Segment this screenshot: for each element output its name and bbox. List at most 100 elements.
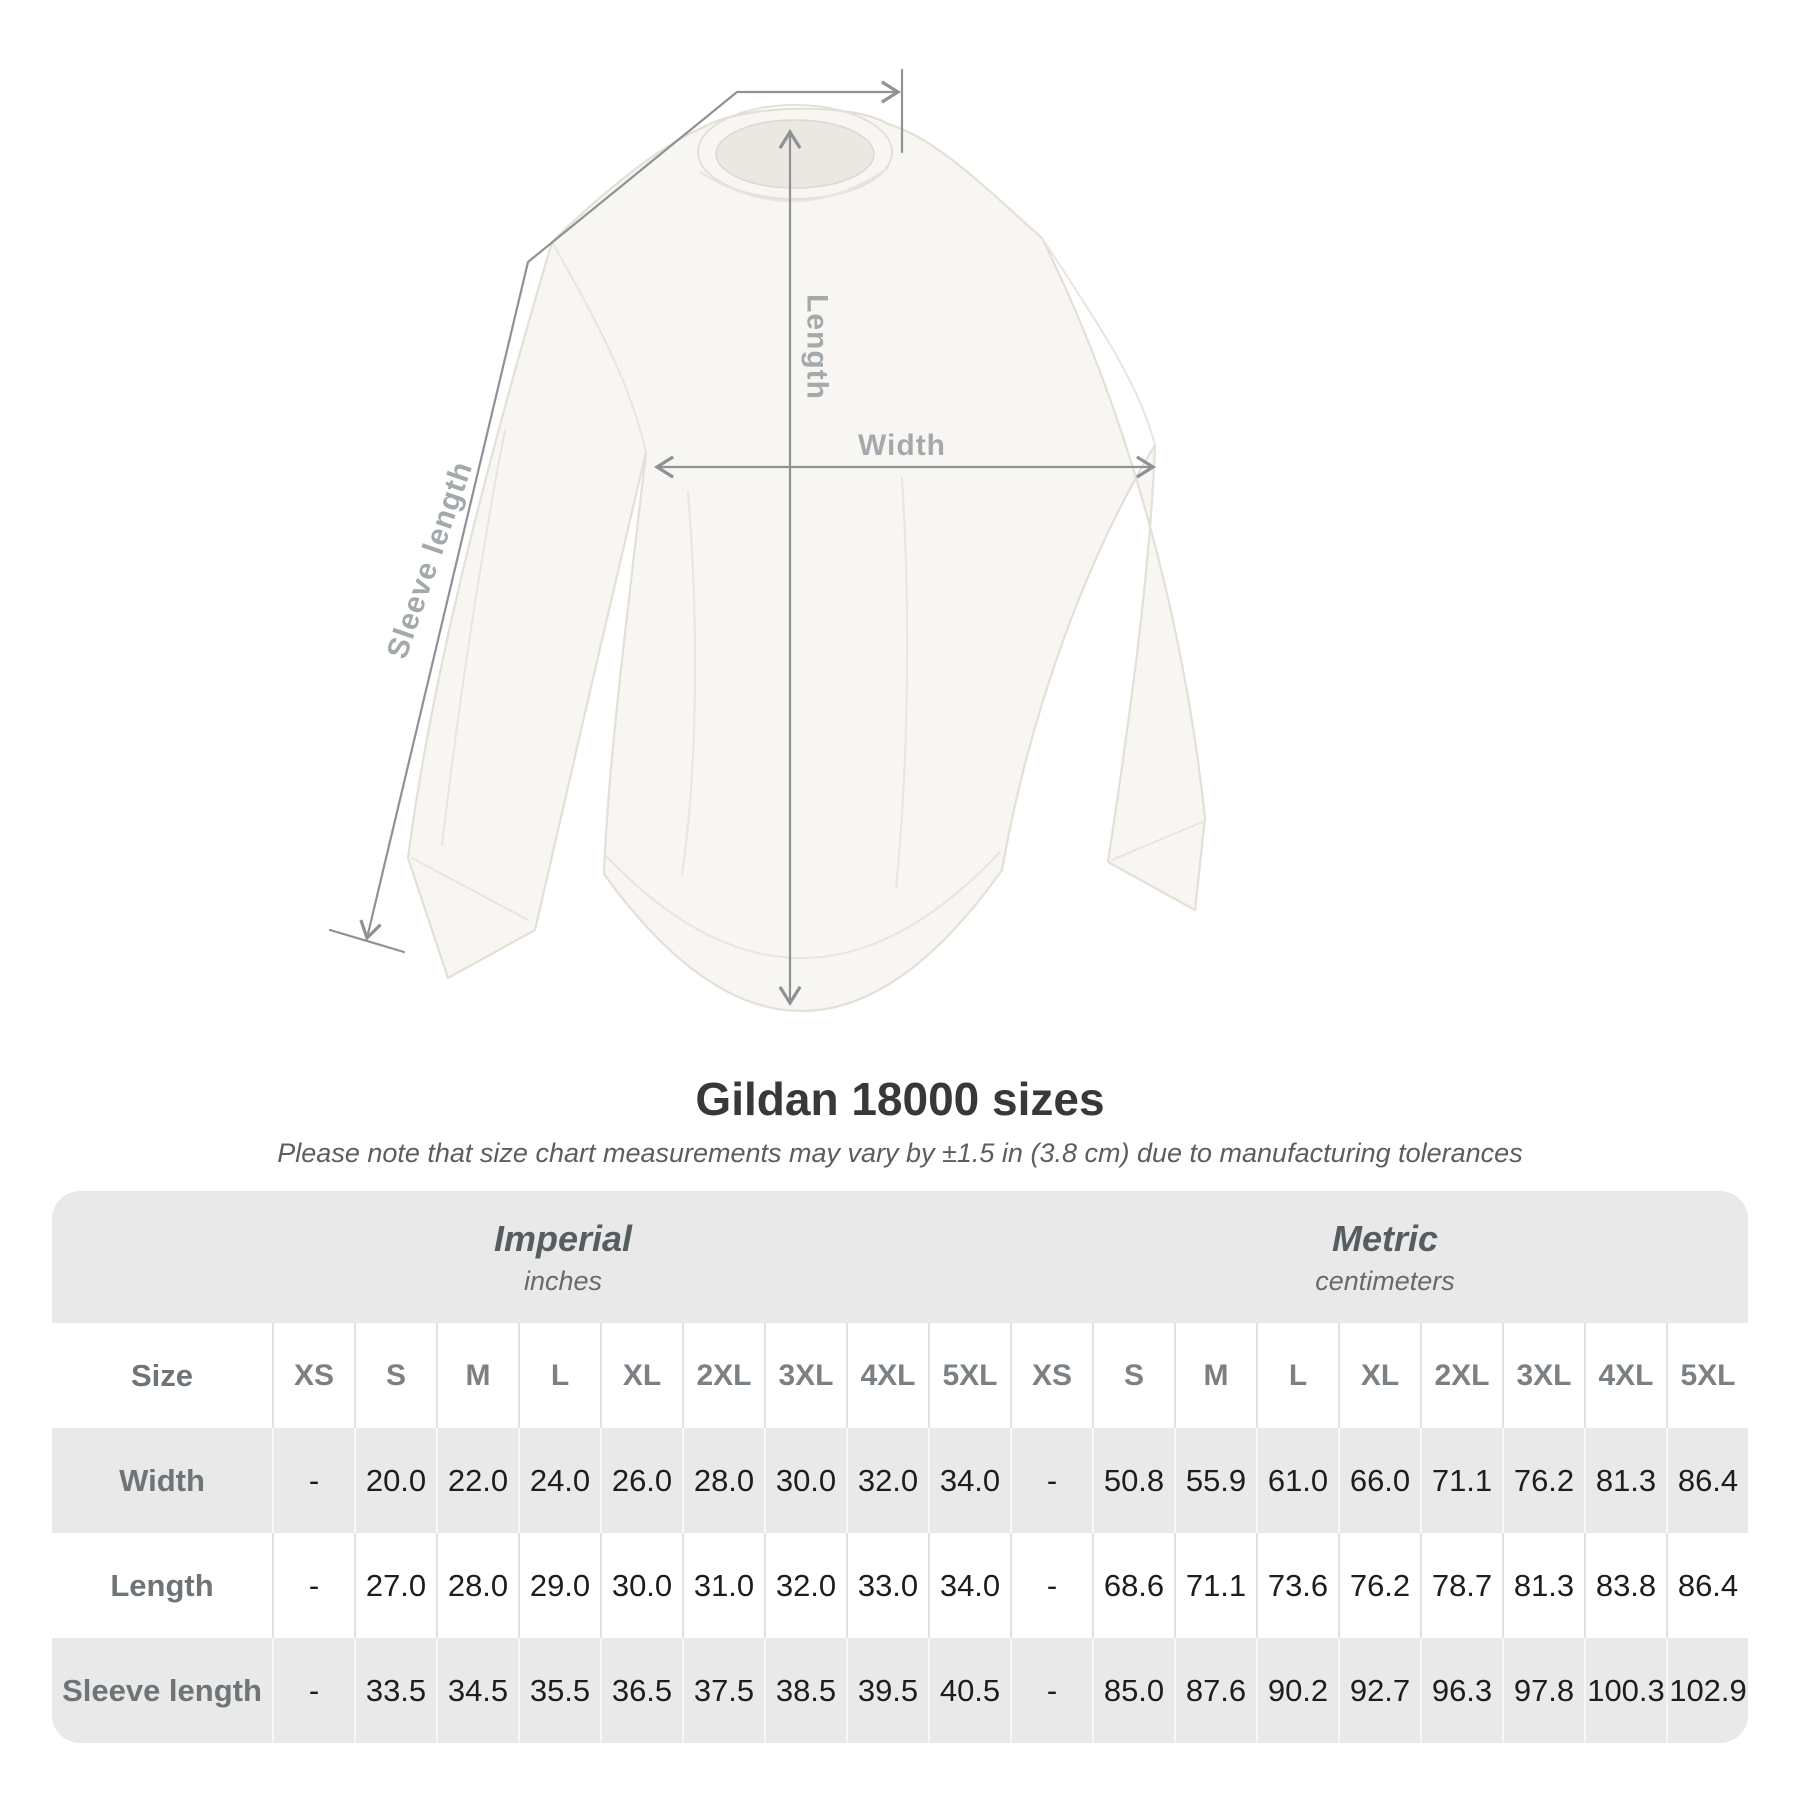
value-cell: - [1010,1638,1092,1743]
value-cell: 39.5 [846,1638,928,1743]
size-header-cell: L [1256,1323,1338,1428]
unit-group-imperial: Imperial inches [494,1191,632,1323]
unit-group-metric: Metric centimeters [1315,1191,1455,1323]
metric-label: Metric [1331,1217,1439,1259]
imperial-label: Imperial [493,1217,633,1259]
sweatshirt-diagram: Length Width Sleeve length [328,68,1207,1012]
value-cell: - [272,1428,354,1533]
sleeve-length-start-tick [328,928,406,954]
value-cell: 38.5 [764,1638,846,1743]
width-label: Width [858,429,946,462]
value-cell: - [1010,1428,1092,1533]
value-cell: - [272,1638,354,1743]
value-cell: 40.5 [928,1638,1010,1743]
value-cell: 68.6 [1092,1533,1174,1638]
measurement-row: Length -27.0 28.0 29.0 30.0 31.0 32.0 33.0 34.0-… [52,1533,1748,1638]
measurement-row: Width -20.0 22.0 24.0 26.0 28.0 30.0 32.0 34.0-5… [52,1428,1748,1533]
value-cell: 66.0 [1338,1428,1420,1533]
page-subtitle: Please note that size chart measurements… [277,1138,1523,1168]
value-cell: 34.0 [928,1428,1010,1533]
value-cell: 83.8 [1584,1533,1666,1638]
value-cell: 26.0 [600,1428,682,1533]
size-header-cell: S [1092,1323,1174,1428]
value-cell: 100.3 [1584,1638,1666,1743]
value-cell: 28.0 [682,1428,764,1533]
size-header-cell: M [1174,1323,1256,1428]
value-cell: 85.0 [1092,1638,1174,1743]
neck-opening [715,119,875,189]
value-cell: - [272,1533,354,1638]
size-header-cell: 4XL [1584,1323,1666,1428]
row-label: Width [119,1462,205,1498]
value-cell: 30.0 [600,1533,682,1638]
size-header-cell: 3XL [764,1323,846,1428]
value-cell: 34.5 [436,1638,518,1743]
value-cell: 24.0 [518,1428,600,1533]
page-title: Gildan 18000 sizes [695,1073,1105,1125]
value-cell: 32.0 [764,1533,846,1638]
value-cell: 28.0 [436,1533,518,1638]
value-cell: 50.8 [1092,1428,1174,1533]
metric-unit-label: centimeters [1315,1265,1455,1296]
size-column-header: Size [130,1357,194,1393]
value-cell: 102.9 [1666,1638,1748,1743]
value-cell: 76.2 [1502,1428,1584,1533]
sleeve-length-arrow [359,80,902,941]
measurement-lines [328,68,1157,1007]
size-header-cell: 2XL [1420,1323,1502,1428]
size-header-cell: 2XL [682,1323,764,1428]
value-cell: 34.0 [928,1533,1010,1638]
value-cell: 76.2 [1338,1533,1420,1638]
size-header-cell: XL [1338,1323,1420,1428]
value-cell: 29.0 [518,1533,600,1638]
size-header-cell: XL [600,1323,682,1428]
value-cell: 27.0 [354,1533,436,1638]
value-cell: 87.6 [1174,1638,1256,1743]
size-header-cell: S [354,1323,436,1428]
size-header-cell: 5XL [928,1323,1010,1428]
size-header-cell: 4XL [846,1323,928,1428]
value-cell: 37.5 [682,1638,764,1743]
value-cell: 90.2 [1256,1638,1338,1743]
measurement-row: Sleeve length -33.5 34.5 35.5 36.5 37.5 38.5 39… [52,1638,1748,1743]
value-cell: - [1010,1533,1092,1638]
value-cell: 36.5 [600,1638,682,1743]
value-cell: 78.7 [1420,1533,1502,1638]
value-cell: 33.0 [846,1533,928,1638]
value-cell: 86.4 [1666,1428,1748,1533]
row-label: Length [110,1567,214,1603]
value-cell: 35.5 [518,1638,600,1743]
value-cell: 96.3 [1420,1638,1502,1743]
value-cell: 31.0 [682,1533,764,1638]
value-cell: 97.8 [1502,1638,1584,1743]
unit-header-band: Imperial inches Metric centimeters [52,1191,1748,1323]
size-header-cell: M [436,1323,518,1428]
size-header-cell: XS [272,1323,354,1428]
sweatshirt-illustration [406,104,1207,1012]
value-cell: 81.3 [1584,1428,1666,1533]
imperial-unit-label: inches [523,1265,603,1296]
value-cell: 73.6 [1256,1533,1338,1638]
size-table: Imperial inches Metric centimeters Size … [52,1191,1748,1743]
length-label: Length [801,294,834,400]
value-cell: 92.7 [1338,1638,1420,1743]
size-header-row: Size XS S M L XL 2XL 3XL 4XL 5XL XS S M L XL 2XL 3XL 4XL… [52,1323,1748,1428]
value-cell: 86.4 [1666,1533,1748,1638]
value-cell: 22.0 [436,1428,518,1533]
table-body: Width -20.0 22.0 24.0 26.0 28.0 30.0 32.0 34.0-5… [52,1428,1748,1743]
value-cell: 81.3 [1502,1533,1584,1638]
row-label: Sleeve length [62,1672,262,1708]
value-cell: 30.0 [764,1428,846,1533]
size-header-cell: 3XL [1502,1323,1584,1428]
value-cell: 20.0 [354,1428,436,1533]
value-cell: 71.1 [1174,1533,1256,1638]
size-header-cell: 5XL [1666,1323,1748,1428]
size-header-cell: XS [1010,1323,1092,1428]
value-cell: 71.1 [1420,1428,1502,1533]
value-cell: 32.0 [846,1428,928,1533]
value-cell: 61.0 [1256,1428,1338,1533]
size-header-cell: L [518,1323,600,1428]
value-cell: 33.5 [354,1638,436,1743]
value-cell: 55.9 [1174,1428,1256,1533]
